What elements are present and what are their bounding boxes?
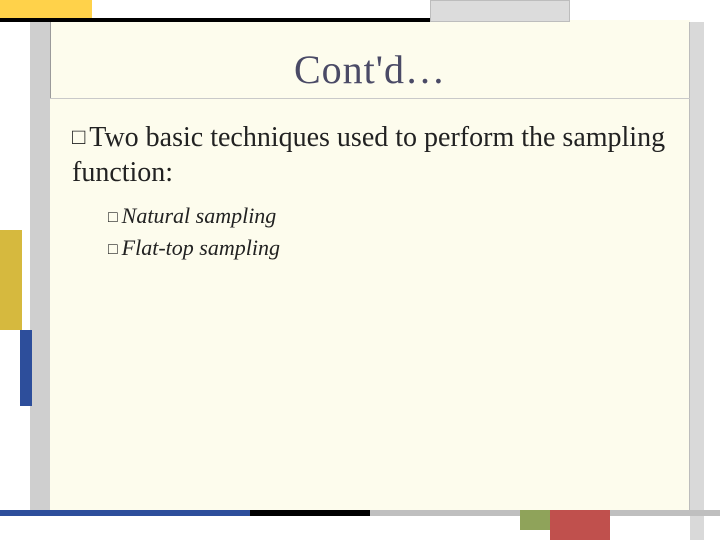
- decor-right-gray: [690, 22, 704, 512]
- decor-left-yellow: [0, 230, 22, 330]
- bullet-sub: □Natural sampling: [108, 200, 672, 232]
- sub-bullets: □Natural sampling □Flat-top sampling: [108, 200, 672, 264]
- decor-bottom-green: [520, 510, 550, 530]
- decor-left-gray: [30, 22, 50, 512]
- content-background: [50, 20, 690, 510]
- decor-left-blue: [20, 330, 32, 406]
- decor-top-black-line: [0, 18, 430, 22]
- title-underline: [50, 98, 690, 99]
- slide-title: Cont'd…: [50, 46, 690, 93]
- bullet-sub-text: Flat-top sampling: [122, 235, 280, 260]
- bullet-sub-text: Natural sampling: [122, 203, 277, 228]
- slide-body: □Two basic techniques used to perform th…: [72, 120, 672, 264]
- decor-bottom-right-gray: [690, 516, 704, 540]
- bullet-main: □Two basic techniques used to perform th…: [72, 120, 672, 190]
- decor-right-thin-line: [689, 22, 690, 512]
- decor-top-yellow: [0, 0, 92, 18]
- decor-bottom-blue: [0, 510, 250, 516]
- bullet-sub: □Flat-top sampling: [108, 232, 672, 264]
- decor-bottom-red: [550, 510, 610, 540]
- bullet-square-icon: □: [72, 124, 85, 149]
- bullet-square-icon: □: [108, 241, 118, 258]
- slide: Cont'd… □Two basic techniques used to pe…: [0, 0, 720, 540]
- decor-bottom-black: [250, 510, 370, 516]
- decor-top-gray-box: [430, 0, 570, 22]
- bullet-main-text: Two basic techniques used to perform the…: [72, 122, 665, 188]
- bullet-square-icon: □: [108, 209, 118, 226]
